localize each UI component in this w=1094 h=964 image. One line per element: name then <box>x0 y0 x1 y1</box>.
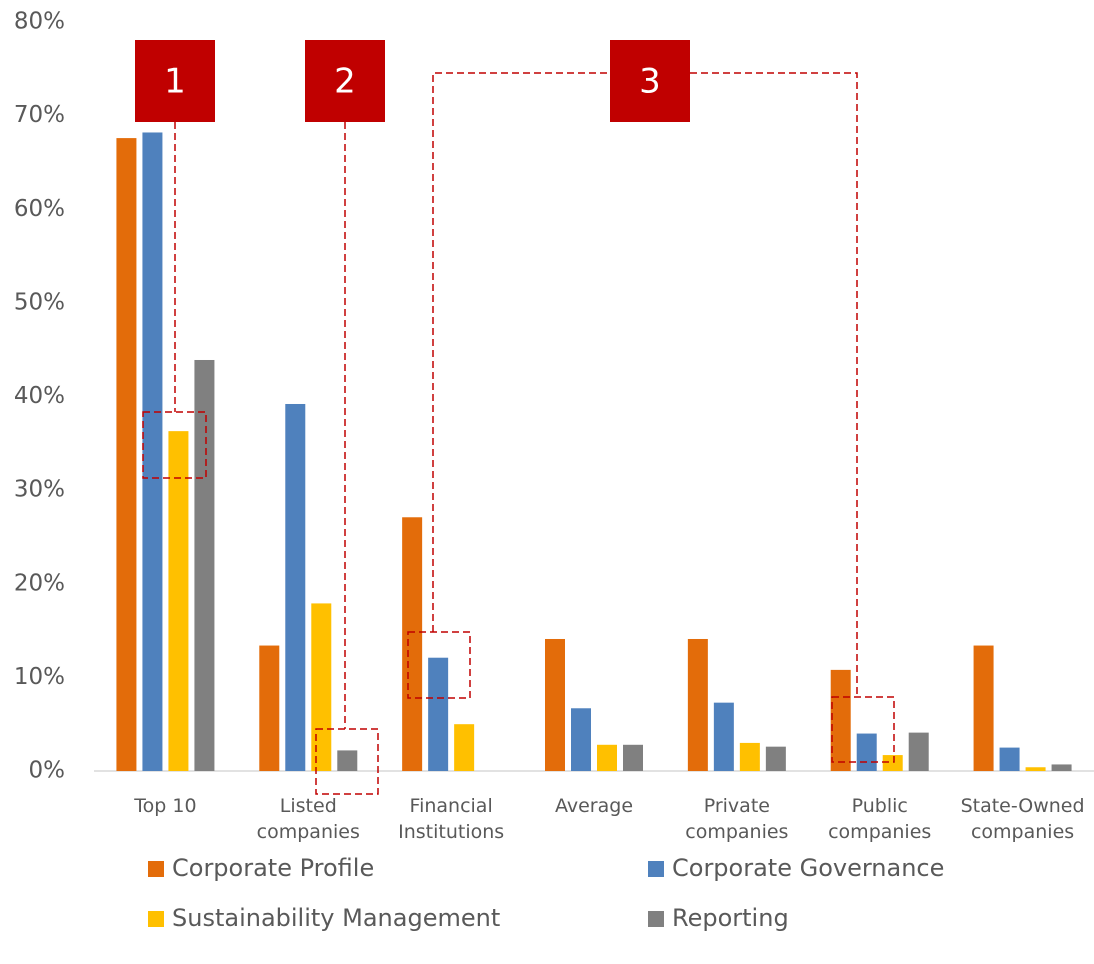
bar <box>337 750 358 771</box>
y-tick-label: 20% <box>14 570 65 596</box>
y-tick-label: 60% <box>14 196 65 222</box>
bar <box>765 746 786 771</box>
bar <box>311 603 332 771</box>
bar <box>285 403 306 771</box>
legend-label: Reporting <box>672 904 789 932</box>
bar <box>454 724 475 771</box>
bar <box>830 669 851 771</box>
bar <box>545 638 565 771</box>
legend-swatch <box>148 911 164 927</box>
bar <box>739 742 760 771</box>
y-tick-label: 10% <box>14 664 65 690</box>
x-tick-label: State-Owned companies <box>961 795 1085 843</box>
x-tick-label: Average <box>555 795 633 817</box>
annotation-2: 2 <box>305 40 385 122</box>
legend-swatch <box>648 861 664 877</box>
bar <box>908 732 929 771</box>
legend-swatch <box>648 911 664 927</box>
bar <box>882 755 903 771</box>
bar <box>713 702 734 771</box>
bar <box>623 744 643 771</box>
y-tick-label: 50% <box>14 289 65 315</box>
bar <box>116 138 137 772</box>
x-tick-label: Top 10 <box>133 795 196 817</box>
bar <box>259 645 280 771</box>
bar <box>973 645 994 771</box>
annotation-connectors <box>142 72 895 795</box>
bar <box>194 359 215 771</box>
bar <box>1025 767 1046 771</box>
y-tick-label: 40% <box>14 383 65 409</box>
y-tick-label: 70% <box>14 102 65 128</box>
bar <box>1051 764 1072 771</box>
bar <box>571 708 591 771</box>
legend-label: Sustainability Management <box>172 904 500 932</box>
legend-label: Corporate Profile <box>172 854 374 882</box>
x-tick-label: Financial Institutions <box>398 795 504 843</box>
bar <box>597 744 617 771</box>
annotation-3: 3 <box>610 40 690 122</box>
bar <box>402 517 423 771</box>
y-tick-label: 0% <box>29 758 66 784</box>
annotation-label: 3 <box>639 62 661 102</box>
bar <box>687 638 708 771</box>
bar <box>999 747 1020 771</box>
y-tick-label: 30% <box>14 477 65 503</box>
x-tick-label: Private companies <box>685 795 788 843</box>
x-tick-label: Listed companies <box>257 795 360 843</box>
bar <box>428 657 449 771</box>
bar <box>168 431 189 771</box>
legend-swatch <box>148 861 164 877</box>
y-tick-label: 80% <box>14 9 65 35</box>
annotation-label: 2 <box>334 62 356 102</box>
annotation-label: 1 <box>164 62 186 102</box>
x-tick-label: Public companies <box>828 795 931 843</box>
bar <box>856 733 877 771</box>
annotation-1: 1 <box>135 40 215 122</box>
bar <box>142 132 163 772</box>
legend-label: Corporate Governance <box>672 854 944 882</box>
